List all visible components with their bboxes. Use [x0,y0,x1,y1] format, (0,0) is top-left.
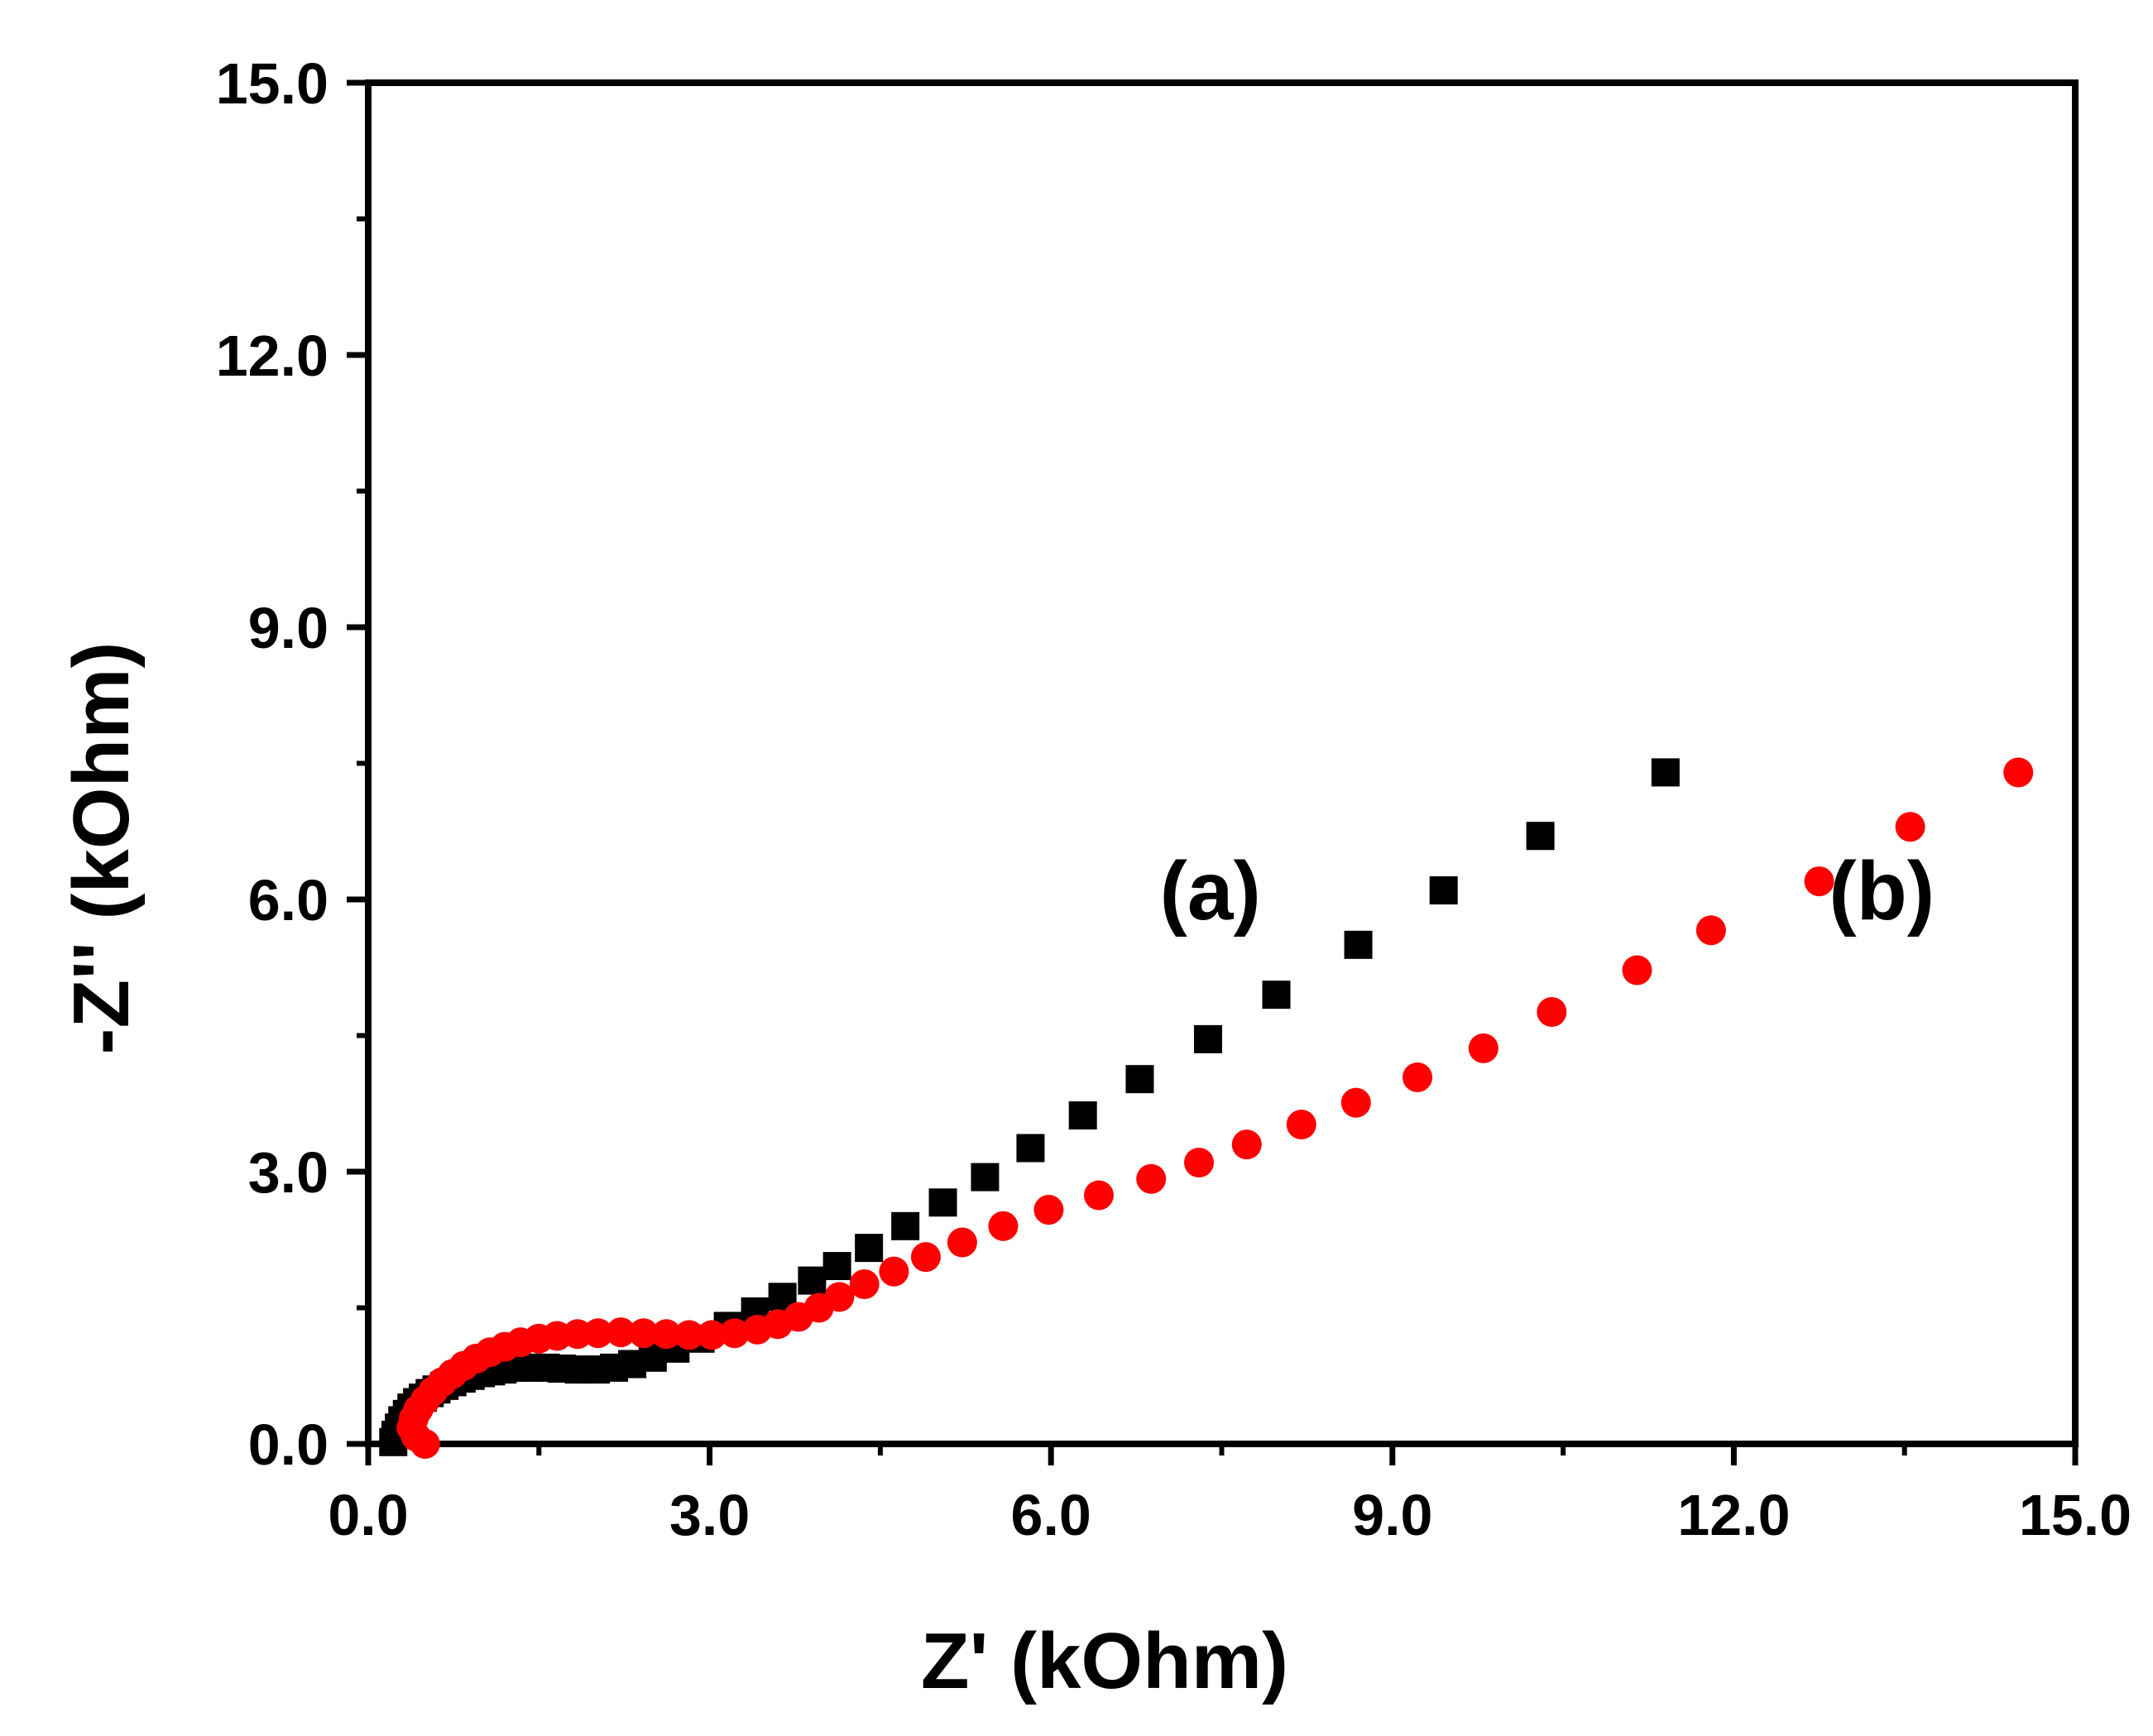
series-b-point [674,1320,704,1350]
series-a-point [928,1188,957,1217]
x-tick-label: 15.0 [2019,1483,2131,1547]
y-tick-label: 0.0 [248,1412,328,1477]
series-a-point [1344,930,1373,959]
series-a-label: (a) [1160,845,1261,938]
series-b-point [697,1320,727,1350]
series-b-point [1231,1129,1262,1160]
series-a-point [798,1266,827,1295]
y-tick-label: 6.0 [248,868,328,933]
series-b-point [849,1268,880,1299]
series-a-point [1068,1101,1097,1130]
series-b-point [988,1211,1019,1241]
series-b-label: (b) [1829,845,1935,938]
series-b-point [1695,915,1726,946]
series-b-point [1340,1087,1371,1118]
y-tick-label: 3.0 [248,1140,328,1205]
x-tick-label: 0.0 [328,1483,408,1547]
series-b-point [606,1317,636,1348]
series-b-point [1537,996,1567,1027]
series-b-point [719,1318,750,1349]
series-b-point [1622,955,1652,985]
labels-group: Z' (kOhm) -Z'' (kOhm) (a) (b) [57,642,1935,1705]
series-b-point [1804,866,1834,897]
series-a [379,758,1680,1456]
series-b-point [1083,1180,1114,1211]
series-b-point [1033,1195,1064,1225]
series-b-point [1403,1062,1433,1092]
series-b-point [1136,1163,1167,1194]
series-a-point [971,1163,1000,1192]
series-b-point [879,1256,909,1287]
series-b [396,757,2034,1459]
x-tick-label: 9.0 [1352,1483,1432,1547]
series-group [379,757,2034,1459]
series-b-point [2003,757,2034,788]
x-tick-label: 3.0 [669,1483,750,1547]
series-a-point [1429,876,1458,905]
x-tick-label: 6.0 [1011,1483,1091,1547]
plot-frame [365,79,2079,1447]
series-a-point [1193,1024,1222,1053]
y-axis-title: -Z'' (kOhm) [57,642,146,1055]
series-b-point [583,1318,613,1349]
series-a-point [855,1234,884,1263]
series-a-point [891,1211,920,1240]
series-a-point [1016,1134,1045,1163]
x-tick-label: 12.0 [1677,1483,1790,1547]
series-b-point [651,1319,682,1350]
series-b-point [1468,1033,1498,1063]
series-b-point [1895,812,1925,842]
series-a-point [1262,981,1291,1009]
ticks-group: 0.0 3.0 6.0 9.0 12.0 15.0 0.0 3.0 6.0 9.0 12.0 15.0 [216,51,2131,1547]
series-b-point [1286,1109,1316,1139]
series-b-point [947,1227,977,1258]
plot-frame-group [365,79,2079,1447]
y-tick-label: 9.0 [248,596,328,660]
series-a-point [822,1252,851,1281]
y-tick-label: 12.0 [216,324,328,388]
series-b-point [910,1242,941,1273]
series-a-point [1651,758,1680,787]
series-b-point [824,1282,855,1312]
series-b-point [1183,1148,1214,1178]
y-tick-label: 15.0 [216,51,328,116]
series-a-point [1125,1065,1154,1094]
x-axis-title: Z' (kOhm) [921,1617,1288,1705]
series-b-point [628,1318,659,1349]
series-a-point [1526,822,1555,851]
